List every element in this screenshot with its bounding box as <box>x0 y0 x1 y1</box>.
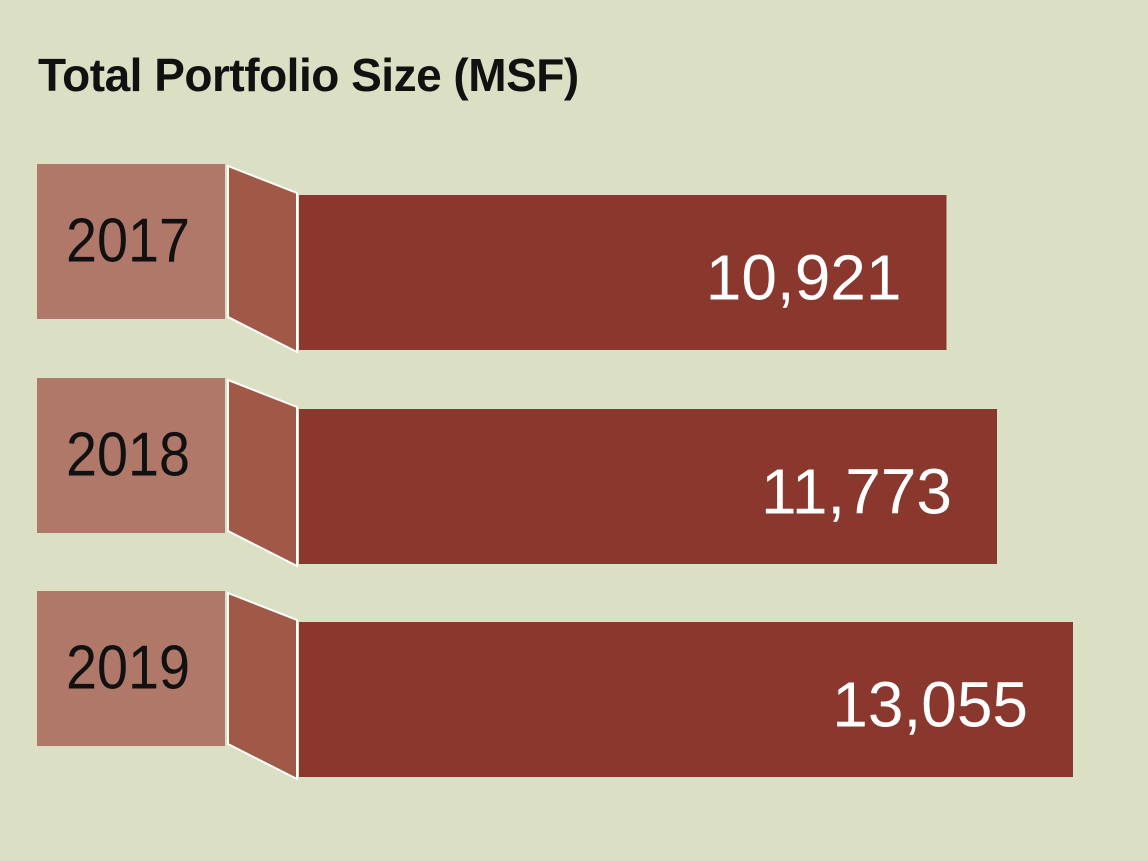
category-box <box>37 378 225 533</box>
bar-row-2019: 2019 13,055 <box>37 591 1073 781</box>
category-box <box>37 164 225 319</box>
bar <box>299 409 997 564</box>
value-label: 11,773 <box>761 456 952 528</box>
value-label: 10,921 <box>706 242 902 314</box>
bar-row-2018: 2018 11,773 <box>37 378 997 568</box>
bar-connector <box>227 591 298 781</box>
category-label: 2019 <box>66 634 190 703</box>
bar <box>299 195 947 350</box>
bar-connector <box>227 164 298 354</box>
category-box <box>37 591 225 746</box>
category-label: 2017 <box>66 207 190 276</box>
value-label: 13,055 <box>832 669 1028 741</box>
chart-title: Total Portfolio Size (MSF) <box>38 49 579 101</box>
bar-connector <box>227 378 298 568</box>
category-label: 2018 <box>66 421 190 490</box>
bar <box>299 622 1073 777</box>
bar-row-2017: 2017 10,921 <box>37 164 947 354</box>
